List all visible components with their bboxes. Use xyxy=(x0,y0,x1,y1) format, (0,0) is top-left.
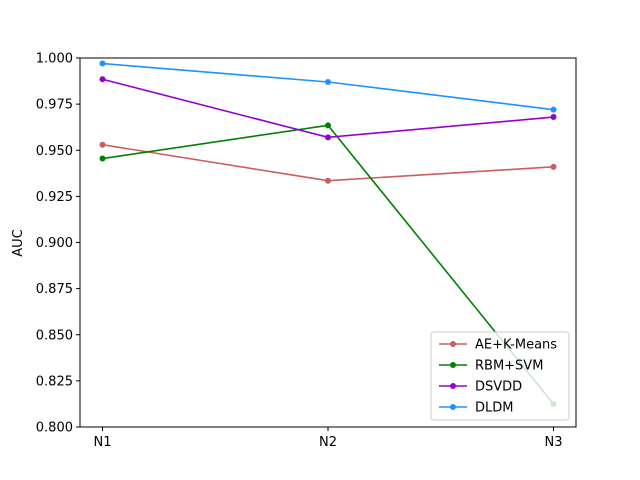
data-point xyxy=(325,134,331,140)
legend-swatch-marker xyxy=(450,383,456,389)
legend-swatch-marker xyxy=(450,341,456,347)
y-tick-label: 0.800 xyxy=(36,421,73,436)
y-tick-label: 0.825 xyxy=(36,374,73,389)
y-tick-label: 0.925 xyxy=(36,190,73,205)
data-point xyxy=(100,76,106,82)
data-point xyxy=(325,79,331,85)
y-tick-label: 0.850 xyxy=(36,328,73,343)
x-tick-label: N3 xyxy=(545,435,563,450)
y-axis-label: AUC xyxy=(11,229,26,257)
data-point xyxy=(551,114,557,120)
data-point xyxy=(551,107,557,113)
legend-label: AE+K-Means xyxy=(475,338,557,353)
y-tick-label: 0.975 xyxy=(36,98,73,113)
legend-swatch-marker xyxy=(450,362,456,368)
legend-label: RBM+SVM xyxy=(475,359,543,374)
y-tick-label: 0.875 xyxy=(36,282,73,297)
x-tick-label: N1 xyxy=(94,435,112,450)
data-point xyxy=(100,142,106,148)
x-tick-label: N2 xyxy=(319,435,337,450)
data-point xyxy=(325,178,331,184)
data-point xyxy=(325,122,331,128)
y-tick-label: 1.000 xyxy=(36,52,73,67)
data-point xyxy=(100,156,106,162)
y-tick-label: 0.950 xyxy=(36,144,73,159)
legend: AE+K-Means RBM+SVM DSVDD DLDM xyxy=(431,332,569,420)
legend-label: DLDM xyxy=(475,401,513,416)
legend-label: DSVDD xyxy=(475,380,522,395)
y-tick-label: 0.900 xyxy=(36,236,73,251)
data-point xyxy=(100,61,106,67)
data-point xyxy=(551,164,557,170)
legend-swatch-marker xyxy=(450,404,456,410)
